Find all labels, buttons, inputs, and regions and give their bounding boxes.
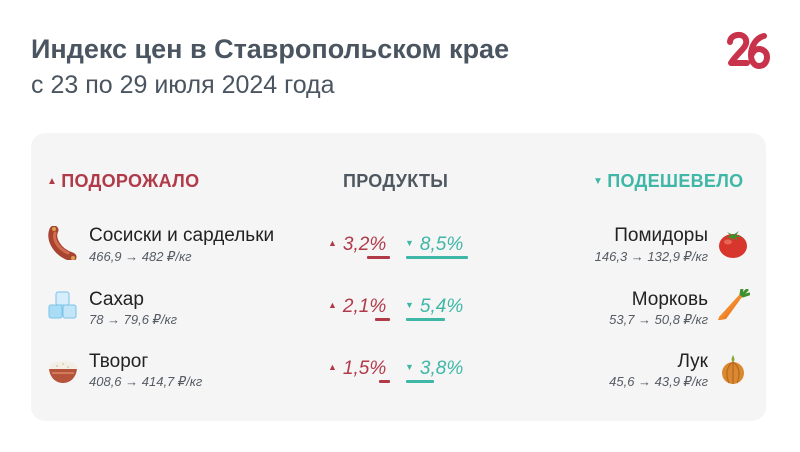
price-decrease-percent: ▼ 3,8% xyxy=(405,358,464,379)
price-increase-percent: ▲ 3,2% xyxy=(328,234,387,255)
logo-26-icon xyxy=(727,32,770,70)
page-title: Индекс цен в Ставропольском крае xyxy=(31,34,510,64)
down-product-price: 146,3 → 132,9 ₽/кг xyxy=(594,249,708,264)
price-decrease-percent: ▼ 5,4% xyxy=(405,296,464,317)
header-price-up: ▲ ПОДОРОЖАЛО xyxy=(47,171,200,191)
page-subtitle: с 23 по 29 июля 2024 года xyxy=(31,71,335,99)
up-product-price: 466,9 → 482 ₽/кг xyxy=(89,249,192,264)
down-product-name: Морковь xyxy=(631,289,708,310)
down-product-name: Помидоры xyxy=(614,225,708,246)
sausage-icon xyxy=(48,226,77,260)
up-product-price: 78 → 79,6 ₽/кг xyxy=(89,312,178,327)
price-increase-bar xyxy=(374,318,390,321)
price-increase-bar xyxy=(379,380,390,383)
header-products: ПРОДУКТЫ xyxy=(343,171,449,191)
down-product-price: 53,7 → 50,8 ₽/кг xyxy=(609,312,708,327)
down-triangle-icon: ▼ xyxy=(405,238,414,248)
cottage-cheese-bowl-icon xyxy=(49,361,77,383)
price-increase-bar xyxy=(366,256,390,259)
price-increase-percent: ▲ 2,1% xyxy=(328,296,387,317)
down-triangle-icon: ▼ xyxy=(405,362,414,372)
price-decrease-bar xyxy=(406,318,446,321)
down-product-price: 45,6 → 43,9 ₽/кг xyxy=(609,374,708,389)
up-product-name: Творог xyxy=(89,351,149,372)
down-product-name: Лук xyxy=(677,351,709,372)
sugar-cubes-icon xyxy=(48,291,77,319)
up-triangle-icon: ▲ xyxy=(47,176,58,187)
up-product-name: Сахар xyxy=(89,289,144,310)
price-increase-percent: ▲ 1,5% xyxy=(328,358,387,379)
price-decrease-percent: ▼ 8,5% xyxy=(405,234,464,255)
carrot-icon xyxy=(718,289,750,320)
down-triangle-icon: ▼ xyxy=(593,176,604,187)
up-triangle-icon: ▲ xyxy=(328,362,337,372)
up-product-price: 408,6 → 414,7 ₽/кг xyxy=(89,374,203,389)
down-triangle-icon: ▼ xyxy=(405,300,414,310)
price-decrease-bar xyxy=(406,380,434,383)
up-triangle-icon: ▲ xyxy=(328,238,337,248)
up-product-name: Сосиски и сардельки xyxy=(89,225,275,246)
header-price-down: ▼ ПОДЕШЕВЕЛО xyxy=(593,171,744,191)
tomato-icon xyxy=(719,231,747,258)
up-triangle-icon: ▲ xyxy=(328,300,337,310)
onion-icon xyxy=(722,355,744,384)
price-index-panel xyxy=(31,133,766,421)
price-decrease-bar xyxy=(406,256,468,259)
